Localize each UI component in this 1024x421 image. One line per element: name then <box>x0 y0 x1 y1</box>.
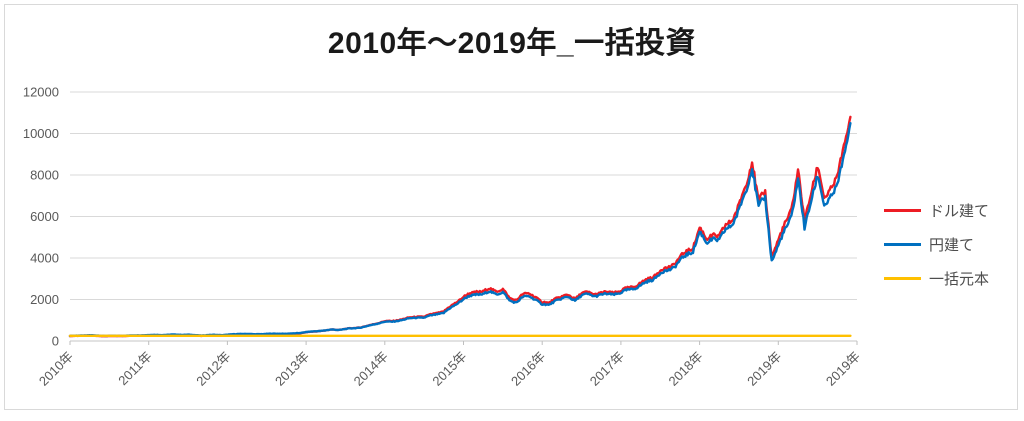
legend-label-jpy: 円建て <box>929 236 975 254</box>
x-axis-label: 2016年 <box>508 349 548 389</box>
y-axis-label: 10000 <box>23 126 59 141</box>
x-axis-label: 2015年 <box>429 349 469 389</box>
series-jpy-line <box>68 122 852 338</box>
y-axis-label: 0 <box>52 334 59 349</box>
x-axis-label: 2010年 <box>36 349 76 389</box>
legend-swatch-jpy <box>884 242 921 246</box>
legend-item-jpy: 円建て <box>884 227 1014 261</box>
x-axis-label: 2019年 <box>744 349 784 389</box>
y-axis-label: 4000 <box>30 251 59 266</box>
x-axis-label: 2017年 <box>587 349 627 389</box>
y-axis-label: 8000 <box>30 168 59 183</box>
x-axis-label: 2019年 <box>823 349 863 389</box>
chart-border <box>4 4 1018 410</box>
legend-swatch-principal <box>884 276 921 280</box>
legend-item-principal: 一括元本 <box>884 261 1014 295</box>
x-axis-label: 2012年 <box>193 349 233 389</box>
y-axis-label: 12000 <box>23 85 59 100</box>
series-usd-line <box>68 115 852 338</box>
x-axis-label: 2018年 <box>665 349 705 389</box>
x-axis-label: 2013年 <box>272 349 312 389</box>
y-axis-label: 6000 <box>30 209 59 224</box>
legend-swatch-usd <box>884 208 921 212</box>
legend: ドル建て 円建て 一括元本 <box>884 193 1014 295</box>
legend-label-usd: ドル建て <box>929 202 990 220</box>
x-axis-label: 2014年 <box>351 349 391 389</box>
chart-title: 2010年〜2019年_一括投資 <box>327 27 697 60</box>
legend-label-principal: 一括元本 <box>929 270 990 288</box>
legend-item-usd: ドル建て <box>884 193 1014 227</box>
x-axis-label: 2011年 <box>115 349 155 389</box>
y-axis-label: 2000 <box>30 292 59 307</box>
